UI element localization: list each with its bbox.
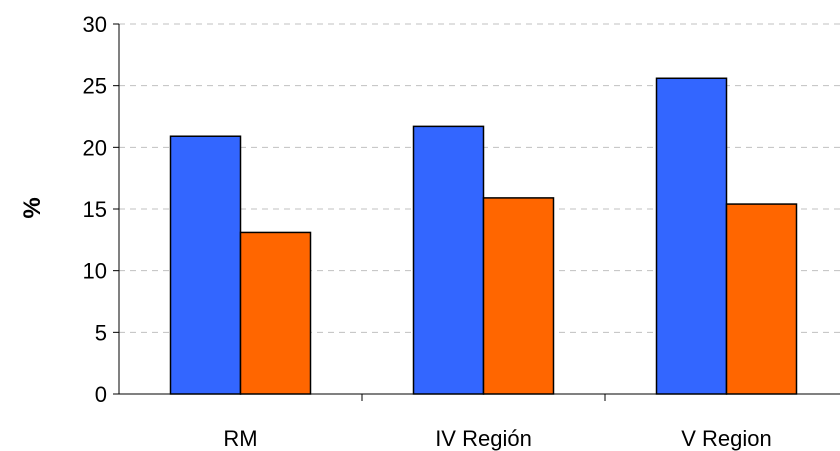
axes	[113, 23, 840, 401]
bar-2-series-1	[725, 203, 798, 395]
bar-2-series-0	[655, 77, 728, 395]
bar-1-series-1	[482, 197, 555, 395]
y-tick-label-10: 10	[83, 259, 107, 284]
x-category-label-0: RM	[223, 426, 257, 451]
x-category-label-1: IV Región	[435, 426, 532, 451]
y-axis-label: %	[19, 197, 46, 218]
y-tick-label-30: 30	[83, 12, 107, 37]
bars	[169, 77, 798, 395]
bar-0-series-1	[239, 231, 312, 395]
bar-1-series-0	[412, 125, 485, 395]
labels: 0 5 10 15 20 25 30 RM IV Región V Region	[83, 12, 772, 451]
y-tick-label-25: 25	[83, 74, 107, 99]
x-category-label-2: V Region	[681, 426, 772, 451]
y-tick-label-5: 5	[95, 320, 107, 345]
bar-0-series-0	[169, 135, 242, 395]
y-tick-label-0: 0	[95, 382, 107, 407]
y-tick-label-20: 20	[83, 135, 107, 160]
y-tick-label-15: 15	[83, 197, 107, 222]
